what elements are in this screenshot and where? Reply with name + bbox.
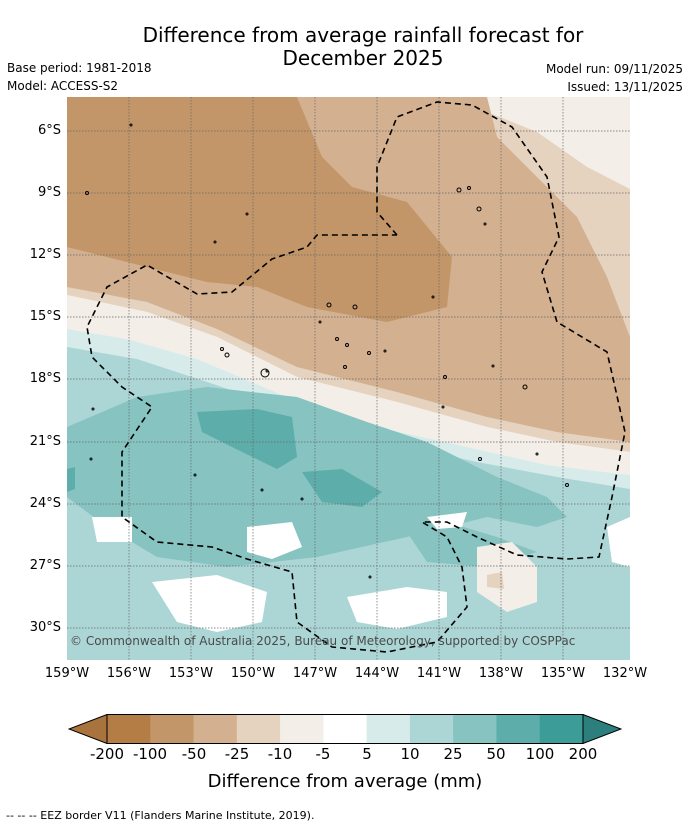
colorbar-arrow-high xyxy=(582,714,622,744)
dry-region-strong xyxy=(67,97,452,322)
colorbar-segment xyxy=(366,714,411,744)
model-name: Model: ACCESS-S2 xyxy=(7,79,119,93)
lat-label-9s: 9°S xyxy=(37,185,61,200)
colorbar-tick-4: -10 xyxy=(267,745,293,763)
colorbar-tick-11: 200 xyxy=(568,745,598,763)
lat-label-15s: 15°S xyxy=(29,309,61,324)
colorbar-tick-9: 50 xyxy=(486,745,506,763)
map-grid xyxy=(67,97,630,660)
lon-label-144w: 144°W xyxy=(354,666,400,681)
model-run-date: Model run: 09/11/2025 xyxy=(545,62,683,76)
lon-label-141w: 141°W xyxy=(416,666,462,681)
colorbar-tick-0: -200 xyxy=(89,745,125,763)
near-average-dry-band xyxy=(477,97,630,189)
copyright-notice: © Commonwealth of Australia 2025, Bureau… xyxy=(70,634,576,648)
lat-label-24s: 24°S xyxy=(29,496,61,511)
white-pocket-south-5 xyxy=(427,512,467,529)
colorbar-title: Difference from average (mm) xyxy=(207,771,483,792)
white-pocket-south-4 xyxy=(247,522,302,559)
title-line-1: Difference from average rainfall forecas… xyxy=(142,23,584,47)
map-title: Difference from average rainfall forecas… xyxy=(60,24,666,70)
left-metadata: Base period: 1981-2018 Model: ACCESS-S2 xyxy=(7,59,152,95)
lon-label-159w: 159°W xyxy=(44,666,90,681)
islands xyxy=(85,123,569,579)
right-metadata: Model run: 09/11/2025 Issued: 13/11/2025 xyxy=(546,60,683,96)
colorbar-frame xyxy=(106,714,584,744)
colorbar-arrow-low xyxy=(68,714,108,744)
lat-label-6s: 6°S xyxy=(37,123,61,138)
colorbar-tick-2: -50 xyxy=(181,745,207,763)
rainfall-map: © Commonwealth of Australia 2025, Bureau… xyxy=(67,97,630,660)
wet-region-very-strong-2 xyxy=(302,469,382,507)
colorbar-segment xyxy=(193,714,238,744)
white-pocket-south-2 xyxy=(347,587,447,629)
lon-label-135w: 135°W xyxy=(540,666,586,681)
title-line-2: December 2025 xyxy=(282,46,444,70)
colorbar-tick-7: 10 xyxy=(400,745,420,763)
colorbar-segment xyxy=(496,714,541,744)
colorbar-segments xyxy=(68,714,622,744)
colorbar-tick-5: -5 xyxy=(315,745,331,763)
eez-footnote: -- -- -- EEZ border V11 (Flanders Marine… xyxy=(6,809,315,822)
dry-pocket-core xyxy=(487,572,504,589)
colorbar-segment xyxy=(539,714,584,744)
lat-label-18s: 18°S xyxy=(29,371,61,386)
base-period: Base period: 1981-2018 xyxy=(7,61,152,75)
white-pocket-south-6 xyxy=(607,517,630,567)
dry-region-strong-west xyxy=(67,152,242,272)
wet-region-very-strong xyxy=(197,409,297,469)
wet-region-very-strong-3 xyxy=(67,467,75,492)
colorbar-tick-6: 5 xyxy=(362,745,372,763)
white-pocket-south-3 xyxy=(92,517,132,542)
lon-label-138w: 138°W xyxy=(478,666,524,681)
map-svg xyxy=(67,97,630,660)
lon-label-132w: 132°W xyxy=(602,666,648,681)
lon-label-147w: 147°W xyxy=(292,666,338,681)
colorbar-tick-1: -100 xyxy=(132,745,168,763)
colorbar xyxy=(68,714,622,744)
lon-label-153w: 153°W xyxy=(168,666,214,681)
colorbar-segment xyxy=(236,714,281,744)
lat-label-27s: 27°S xyxy=(29,558,61,573)
colorbar-tick-8: 25 xyxy=(443,745,463,763)
lon-label-156w: 156°W xyxy=(106,666,152,681)
colorbar-tick-10: 100 xyxy=(525,745,555,763)
lat-label-30s: 30°S xyxy=(29,620,61,635)
colorbar-segment xyxy=(453,714,497,744)
colorbar-segment xyxy=(107,714,151,744)
colorbar-segment xyxy=(409,714,454,744)
dry-pocket-southeast xyxy=(477,542,537,612)
near-average-dry-band-south xyxy=(67,295,630,475)
white-pocket-south-1 xyxy=(152,575,267,632)
issued-date: Issued: 13/11/2025 xyxy=(567,80,683,94)
colorbar-segment xyxy=(280,714,324,744)
lat-label-21s: 21°S xyxy=(29,434,61,449)
colorbar-segment xyxy=(150,714,195,744)
colorbar-segment xyxy=(323,714,368,744)
colorbar-tick-3: -25 xyxy=(224,745,250,763)
lat-label-12s: 12°S xyxy=(29,247,61,262)
eez-border xyxy=(86,101,626,653)
lon-label-150w: 150°W xyxy=(230,666,276,681)
